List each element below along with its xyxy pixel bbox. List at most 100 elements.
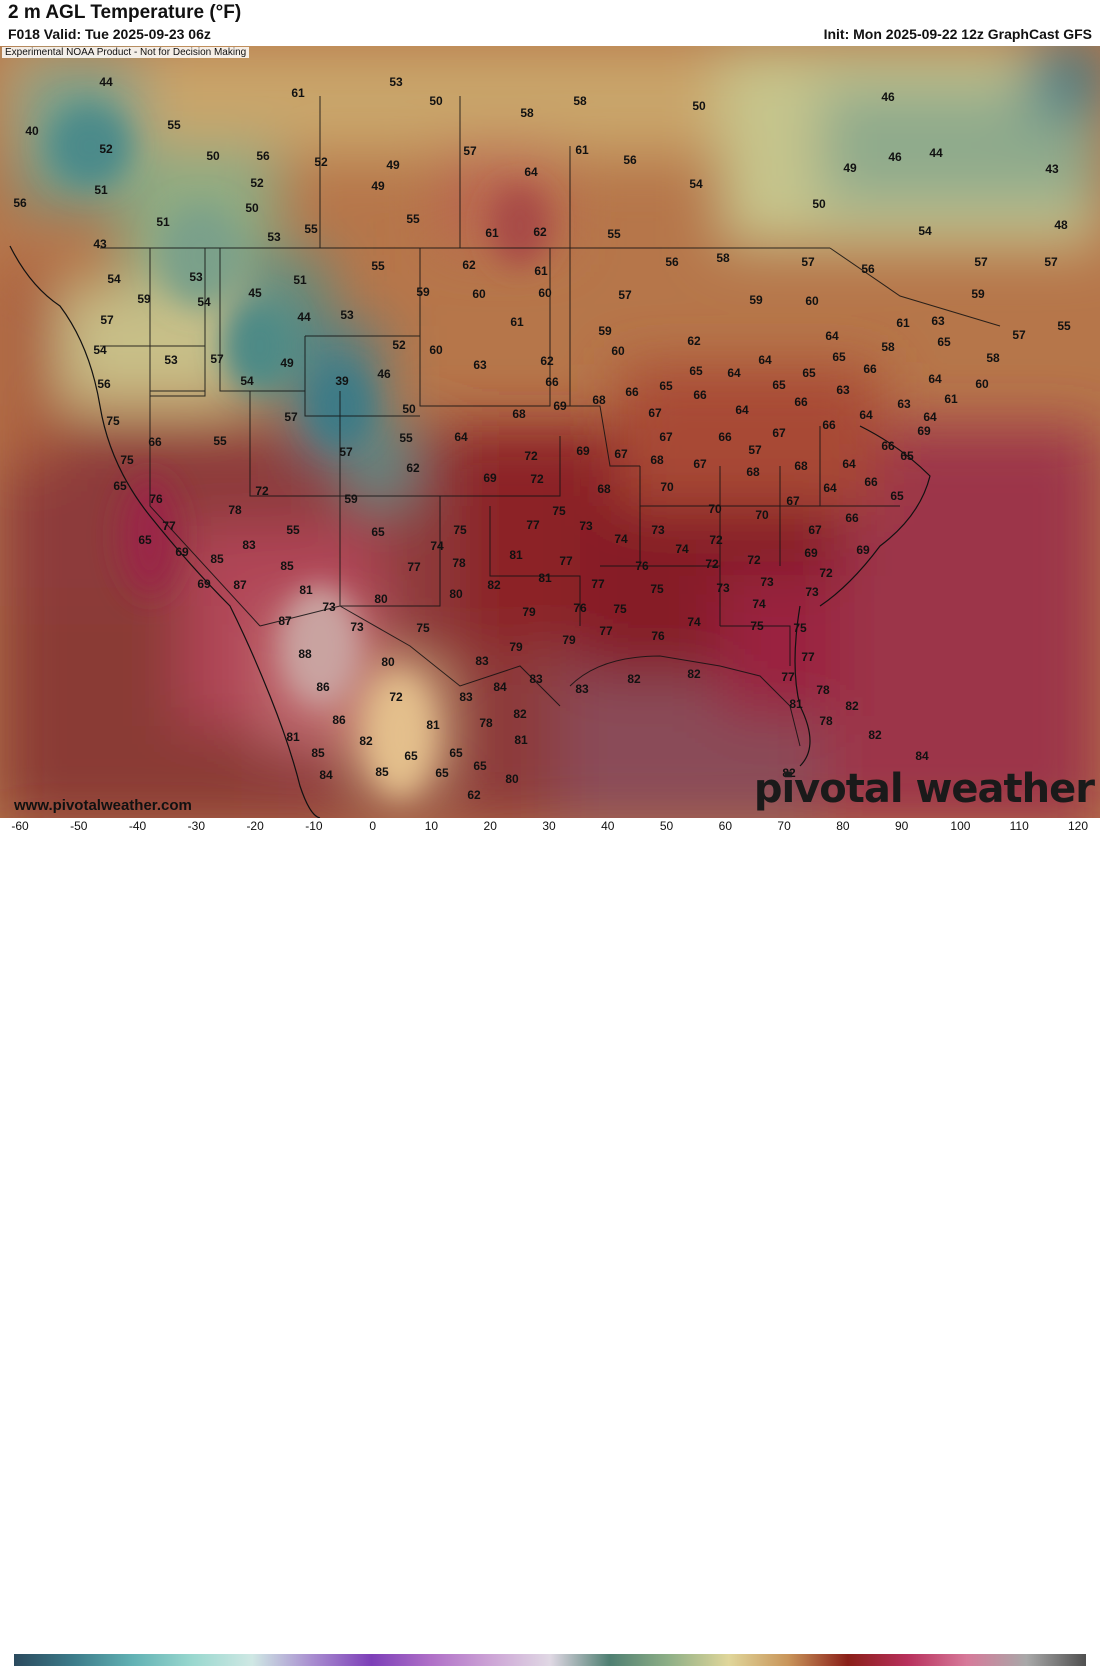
temperature-label: 73 <box>805 585 819 599</box>
temperature-label: 60 <box>429 343 443 357</box>
temperature-label: 85 <box>280 559 294 573</box>
temperature-label: 80 <box>381 655 395 669</box>
temperature-label: 67 <box>693 457 707 471</box>
temperature-label: 61 <box>896 316 910 330</box>
colorbar-tick: 80 <box>836 819 850 833</box>
temperature-label: 69 <box>553 399 567 413</box>
temperature-label: 64 <box>727 366 741 380</box>
temperature-label: 66 <box>625 385 639 399</box>
temperature-label: 66 <box>822 418 836 432</box>
temperature-label: 55 <box>213 434 227 448</box>
temperature-label: 81 <box>426 718 440 732</box>
temperature-label: 75 <box>613 602 627 616</box>
temperature-label: 73 <box>350 620 364 634</box>
temperature-label: 74 <box>752 597 766 611</box>
colorbar-tick: -20 <box>246 819 264 833</box>
station-labels: 44 40 52 51 56 55 61 53 50 58 50 46 58 50 56 52 49 57 61 56… <box>13 75 1071 802</box>
temperature-label: 54 <box>107 272 121 286</box>
temperature-label: 50 <box>812 197 826 211</box>
temperature-label: 67 <box>614 447 628 461</box>
temperature-label: 75 <box>750 619 764 633</box>
temperature-label: 59 <box>137 292 151 306</box>
temperature-label: 57 <box>974 255 988 269</box>
temperature-label: 65 <box>449 746 463 760</box>
colorbar-tick: 30 <box>542 819 556 833</box>
temperature-label: 60 <box>611 344 625 358</box>
temperature-label: 49 <box>371 179 385 193</box>
temperature-label: 74 <box>687 615 701 629</box>
temperature-label: 83 <box>575 682 589 696</box>
temperature-label: 64 <box>454 430 468 444</box>
temperature-label: 77 <box>801 650 815 664</box>
temperature-label: 83 <box>475 654 489 668</box>
temperature-label: 55 <box>406 212 420 226</box>
temperature-label: 62 <box>540 354 554 368</box>
temperature-label: 61 <box>291 86 305 100</box>
site-url[interactable]: www.pivotalweather.com <box>14 797 192 814</box>
temperature-field <box>0 46 1100 818</box>
temperature-label: 58 <box>716 251 730 265</box>
temperature-label: 72 <box>255 484 269 498</box>
temperature-label: 65 <box>473 759 487 773</box>
temperature-label: 59 <box>416 285 430 299</box>
temperature-label: 65 <box>404 749 418 763</box>
temperature-label: 73 <box>760 575 774 589</box>
temperature-label: 57 <box>463 144 477 158</box>
temperature-label: 84 <box>319 768 333 782</box>
temperature-label: 73 <box>579 519 593 533</box>
temperature-label: 73 <box>322 600 336 614</box>
temperature-label: 53 <box>164 353 178 367</box>
temperature-label: 52 <box>99 142 113 156</box>
temperature-label: 58 <box>573 94 587 108</box>
temperature-label: 58 <box>986 351 1000 365</box>
temperature-label: 57 <box>100 313 114 327</box>
colorbar-tick: 120 <box>1067 819 1089 833</box>
temperature-label: 81 <box>789 697 803 711</box>
temperature-label: 75 <box>552 504 566 518</box>
temperature-label: 53 <box>267 230 281 244</box>
temperature-label: 72 <box>709 533 723 547</box>
temperature-label: 77 <box>599 624 613 638</box>
temperature-label: 81 <box>286 730 300 744</box>
temperature-label: 60 <box>975 377 989 391</box>
temperature-label: 56 <box>13 196 27 210</box>
temperature-label: 68 <box>650 453 664 467</box>
temperature-label: 50 <box>206 149 220 163</box>
temperature-label: 44 <box>297 310 311 324</box>
temperature-label: 65 <box>832 350 846 364</box>
temperature-label: 82 <box>845 699 859 713</box>
temperature-label: 65 <box>890 489 904 503</box>
temperature-label: 62 <box>687 334 701 348</box>
temperature-label: 46 <box>377 367 391 381</box>
colorbar-tick: 110 <box>1009 819 1029 833</box>
temperature-label: 44 <box>99 75 113 89</box>
temperature-label: 54 <box>197 295 211 309</box>
temperature-label: 88 <box>298 647 312 661</box>
colorbar-tick: 0 <box>369 819 376 833</box>
temperature-label: 64 <box>859 408 873 422</box>
temperature-label: 69 <box>856 543 870 557</box>
temperature-label: 58 <box>520 106 534 120</box>
temperature-label: 82 <box>782 766 796 780</box>
temperature-label: 57 <box>1012 328 1026 342</box>
temperature-label: 68 <box>512 407 526 421</box>
map-canvas <box>0 46 1100 818</box>
temperature-label: 77 <box>591 577 605 591</box>
temperature-label: 66 <box>148 435 162 449</box>
pivotal-weather-logo: pivotal weather <box>753 766 1095 812</box>
temperature-label: 81 <box>514 733 528 747</box>
temperature-label: 74 <box>430 539 444 553</box>
temperature-label: 51 <box>94 183 108 197</box>
temperature-label: 39 <box>335 374 349 388</box>
temperature-label: 64 <box>928 372 942 386</box>
temperature-label: 53 <box>389 75 403 89</box>
temperature-label: 85 <box>375 765 389 779</box>
temperature-label: 76 <box>635 559 649 573</box>
temperature-label: 56 <box>97 377 111 391</box>
temperature-label: 73 <box>651 523 665 537</box>
temperature-label: 65 <box>435 766 449 780</box>
temperature-label: 43 <box>93 237 107 251</box>
colorbar-ramp <box>14 1654 1086 1666</box>
temperature-label: 84 <box>915 749 929 763</box>
temperature-map[interactable] <box>0 46 1100 818</box>
